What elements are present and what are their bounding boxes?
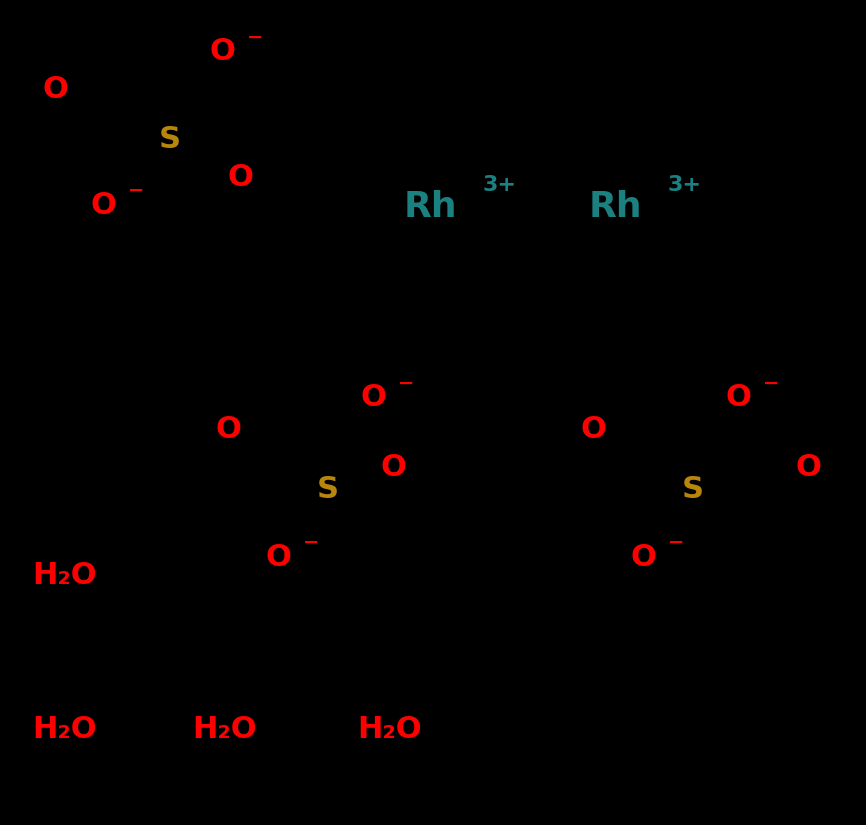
- Text: O: O: [380, 452, 406, 482]
- Text: O: O: [90, 191, 116, 219]
- Text: O: O: [630, 543, 656, 572]
- Text: H₂O: H₂O: [358, 715, 423, 744]
- Text: −: −: [128, 181, 144, 200]
- Text: Rh: Rh: [404, 190, 456, 224]
- Text: O: O: [580, 416, 606, 445]
- Text: O: O: [215, 416, 241, 445]
- Text: −: −: [668, 532, 684, 551]
- Text: O: O: [42, 76, 68, 105]
- Text: −: −: [303, 532, 320, 551]
- Text: O: O: [227, 163, 253, 192]
- Text: S: S: [317, 475, 339, 505]
- Text: 3+: 3+: [668, 175, 702, 195]
- Text: −: −: [247, 27, 263, 46]
- Text: S: S: [682, 475, 704, 505]
- Text: H₂O: H₂O: [33, 560, 97, 590]
- Text: −: −: [397, 374, 414, 393]
- Text: H₂O: H₂O: [193, 715, 257, 744]
- Text: O: O: [265, 543, 291, 572]
- Text: −: −: [763, 374, 779, 393]
- Text: O: O: [795, 452, 821, 482]
- Text: O: O: [725, 384, 751, 412]
- Text: 3+: 3+: [483, 175, 517, 195]
- Text: S: S: [159, 125, 181, 154]
- Text: O: O: [209, 37, 235, 67]
- Text: Rh: Rh: [588, 190, 642, 224]
- Text: H₂O: H₂O: [33, 715, 97, 744]
- Text: O: O: [360, 384, 386, 412]
